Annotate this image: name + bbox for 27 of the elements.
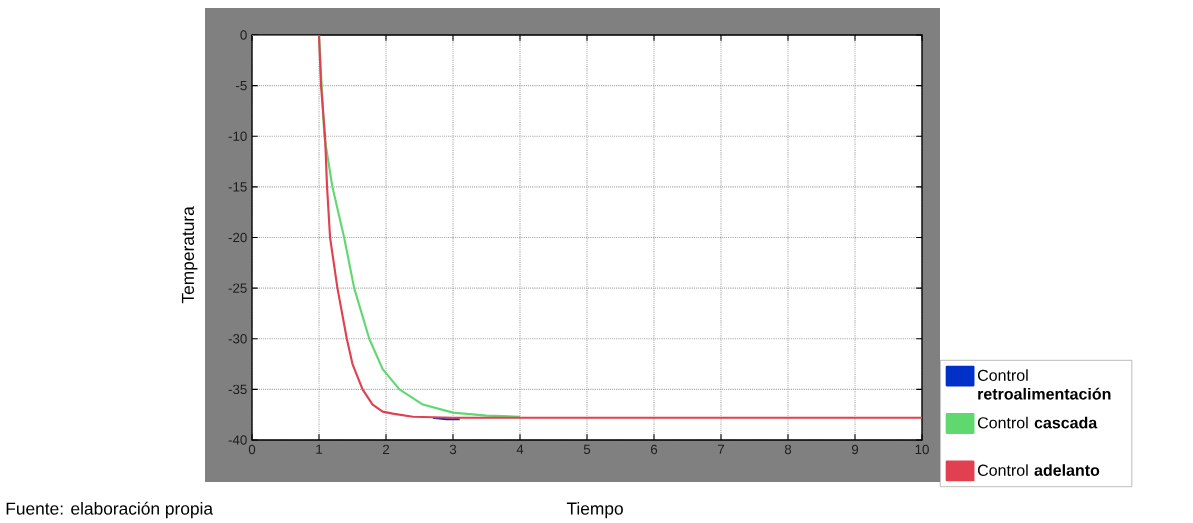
x-tick-label: 3 [449, 444, 457, 455]
source-note: Fuente: elaboración propia [6, 501, 214, 519]
y-tick-label: -35 [228, 384, 247, 395]
y-tick-label: -20 [228, 232, 247, 243]
x-tick-label: 9 [851, 444, 859, 455]
legend-label: Control cascada [977, 416, 1098, 429]
x-tick-label: 10 [915, 444, 929, 455]
x-tick-label: 2 [382, 444, 390, 455]
x-tick-label: 5 [583, 444, 591, 454]
x-tick-label: 1 [316, 444, 323, 454]
x-tick-label: 8 [784, 444, 792, 455]
x-axis-title: Tiempo [566, 501, 623, 519]
line-series [252, 34, 922, 419]
y-tick-label: -40 [228, 435, 247, 445]
y-tick-label: -30 [228, 334, 247, 344]
legend-label: Control adelanto [977, 464, 1100, 476]
x-tick-label: 4 [516, 444, 524, 454]
y-tick-label: -10 [228, 131, 247, 141]
legend-label: Control retroalimentación [977, 369, 1111, 400]
y-tick-label: -5 [236, 80, 247, 91]
x-tick-label: 6 [650, 444, 658, 455]
x-tick-label: 0 [248, 444, 256, 455]
x-tick-label: 7 [717, 444, 725, 454]
y-axis-title: Temperatura [181, 206, 198, 304]
y-tick-label: -25 [228, 283, 247, 293]
y-tick-label: 0 [240, 30, 247, 40]
y-tick-label: -15 [228, 182, 247, 192]
